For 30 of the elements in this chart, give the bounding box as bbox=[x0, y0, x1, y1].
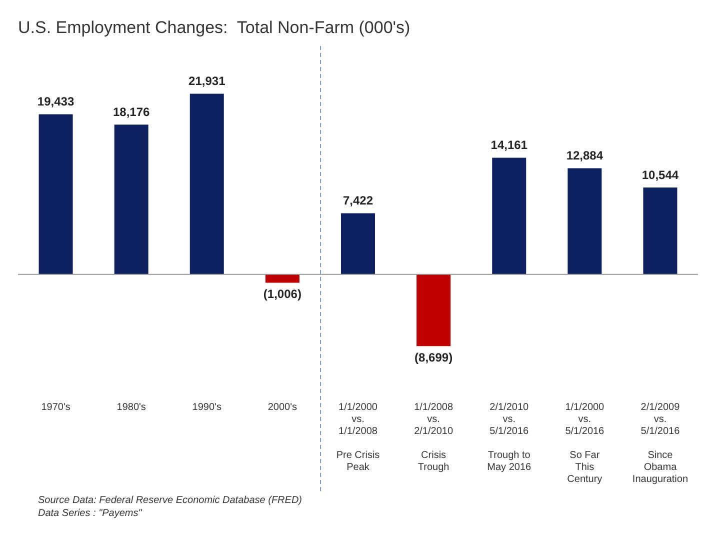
bar bbox=[568, 168, 602, 274]
x-tick-label: 1990's bbox=[192, 402, 222, 413]
data-label: (1,006) bbox=[263, 287, 302, 301]
data-label: 19,433 bbox=[37, 94, 74, 109]
x-tick-label: 2000's bbox=[268, 402, 298, 413]
chart-title: U.S. Employment Changes: Total Non-Farm (000's) bbox=[18, 18, 410, 37]
data-label: 14,161 bbox=[490, 138, 528, 152]
bar bbox=[38, 114, 73, 274]
source-note: Source Data: Federal Reserve Economic Database (FRED) bbox=[38, 494, 302, 507]
bar bbox=[114, 124, 148, 274]
bar bbox=[190, 94, 224, 274]
data-label: 7,422 bbox=[342, 194, 374, 208]
bar bbox=[341, 213, 375, 274]
bar bbox=[416, 274, 451, 346]
data-label: 10,544 bbox=[642, 168, 679, 182]
text: Data Series : "Payems" bbox=[38, 507, 144, 520]
category-label: 2/1/2010 vs. 5/1/2016 Trough to May 2016 bbox=[487, 402, 532, 473]
bar bbox=[265, 274, 300, 283]
x-tick-label: 1970's bbox=[41, 402, 70, 413]
bar bbox=[492, 158, 526, 274]
category-label: 1/1/2000 vs. 5/1/2016 So Far This Century bbox=[565, 402, 604, 485]
data-label: 21,931 bbox=[188, 74, 226, 88]
data-label: 18,176 bbox=[112, 104, 150, 119]
data-label: 12,884 bbox=[566, 148, 604, 163]
data-label: (8,699) bbox=[414, 350, 453, 364]
category-label: 1/1/2000 vs. 1/1/2008 Pre Crisis Peak bbox=[336, 402, 380, 473]
category-label: 1/1/2008 vs. 2/1/2010 Crisis Trough bbox=[414, 402, 454, 473]
category-label: 2/1/2009 vs. 5/1/2016 Since Obama Inauguration bbox=[632, 402, 688, 485]
x-tick-label: 1980's bbox=[116, 402, 146, 413]
bar bbox=[643, 188, 678, 274]
